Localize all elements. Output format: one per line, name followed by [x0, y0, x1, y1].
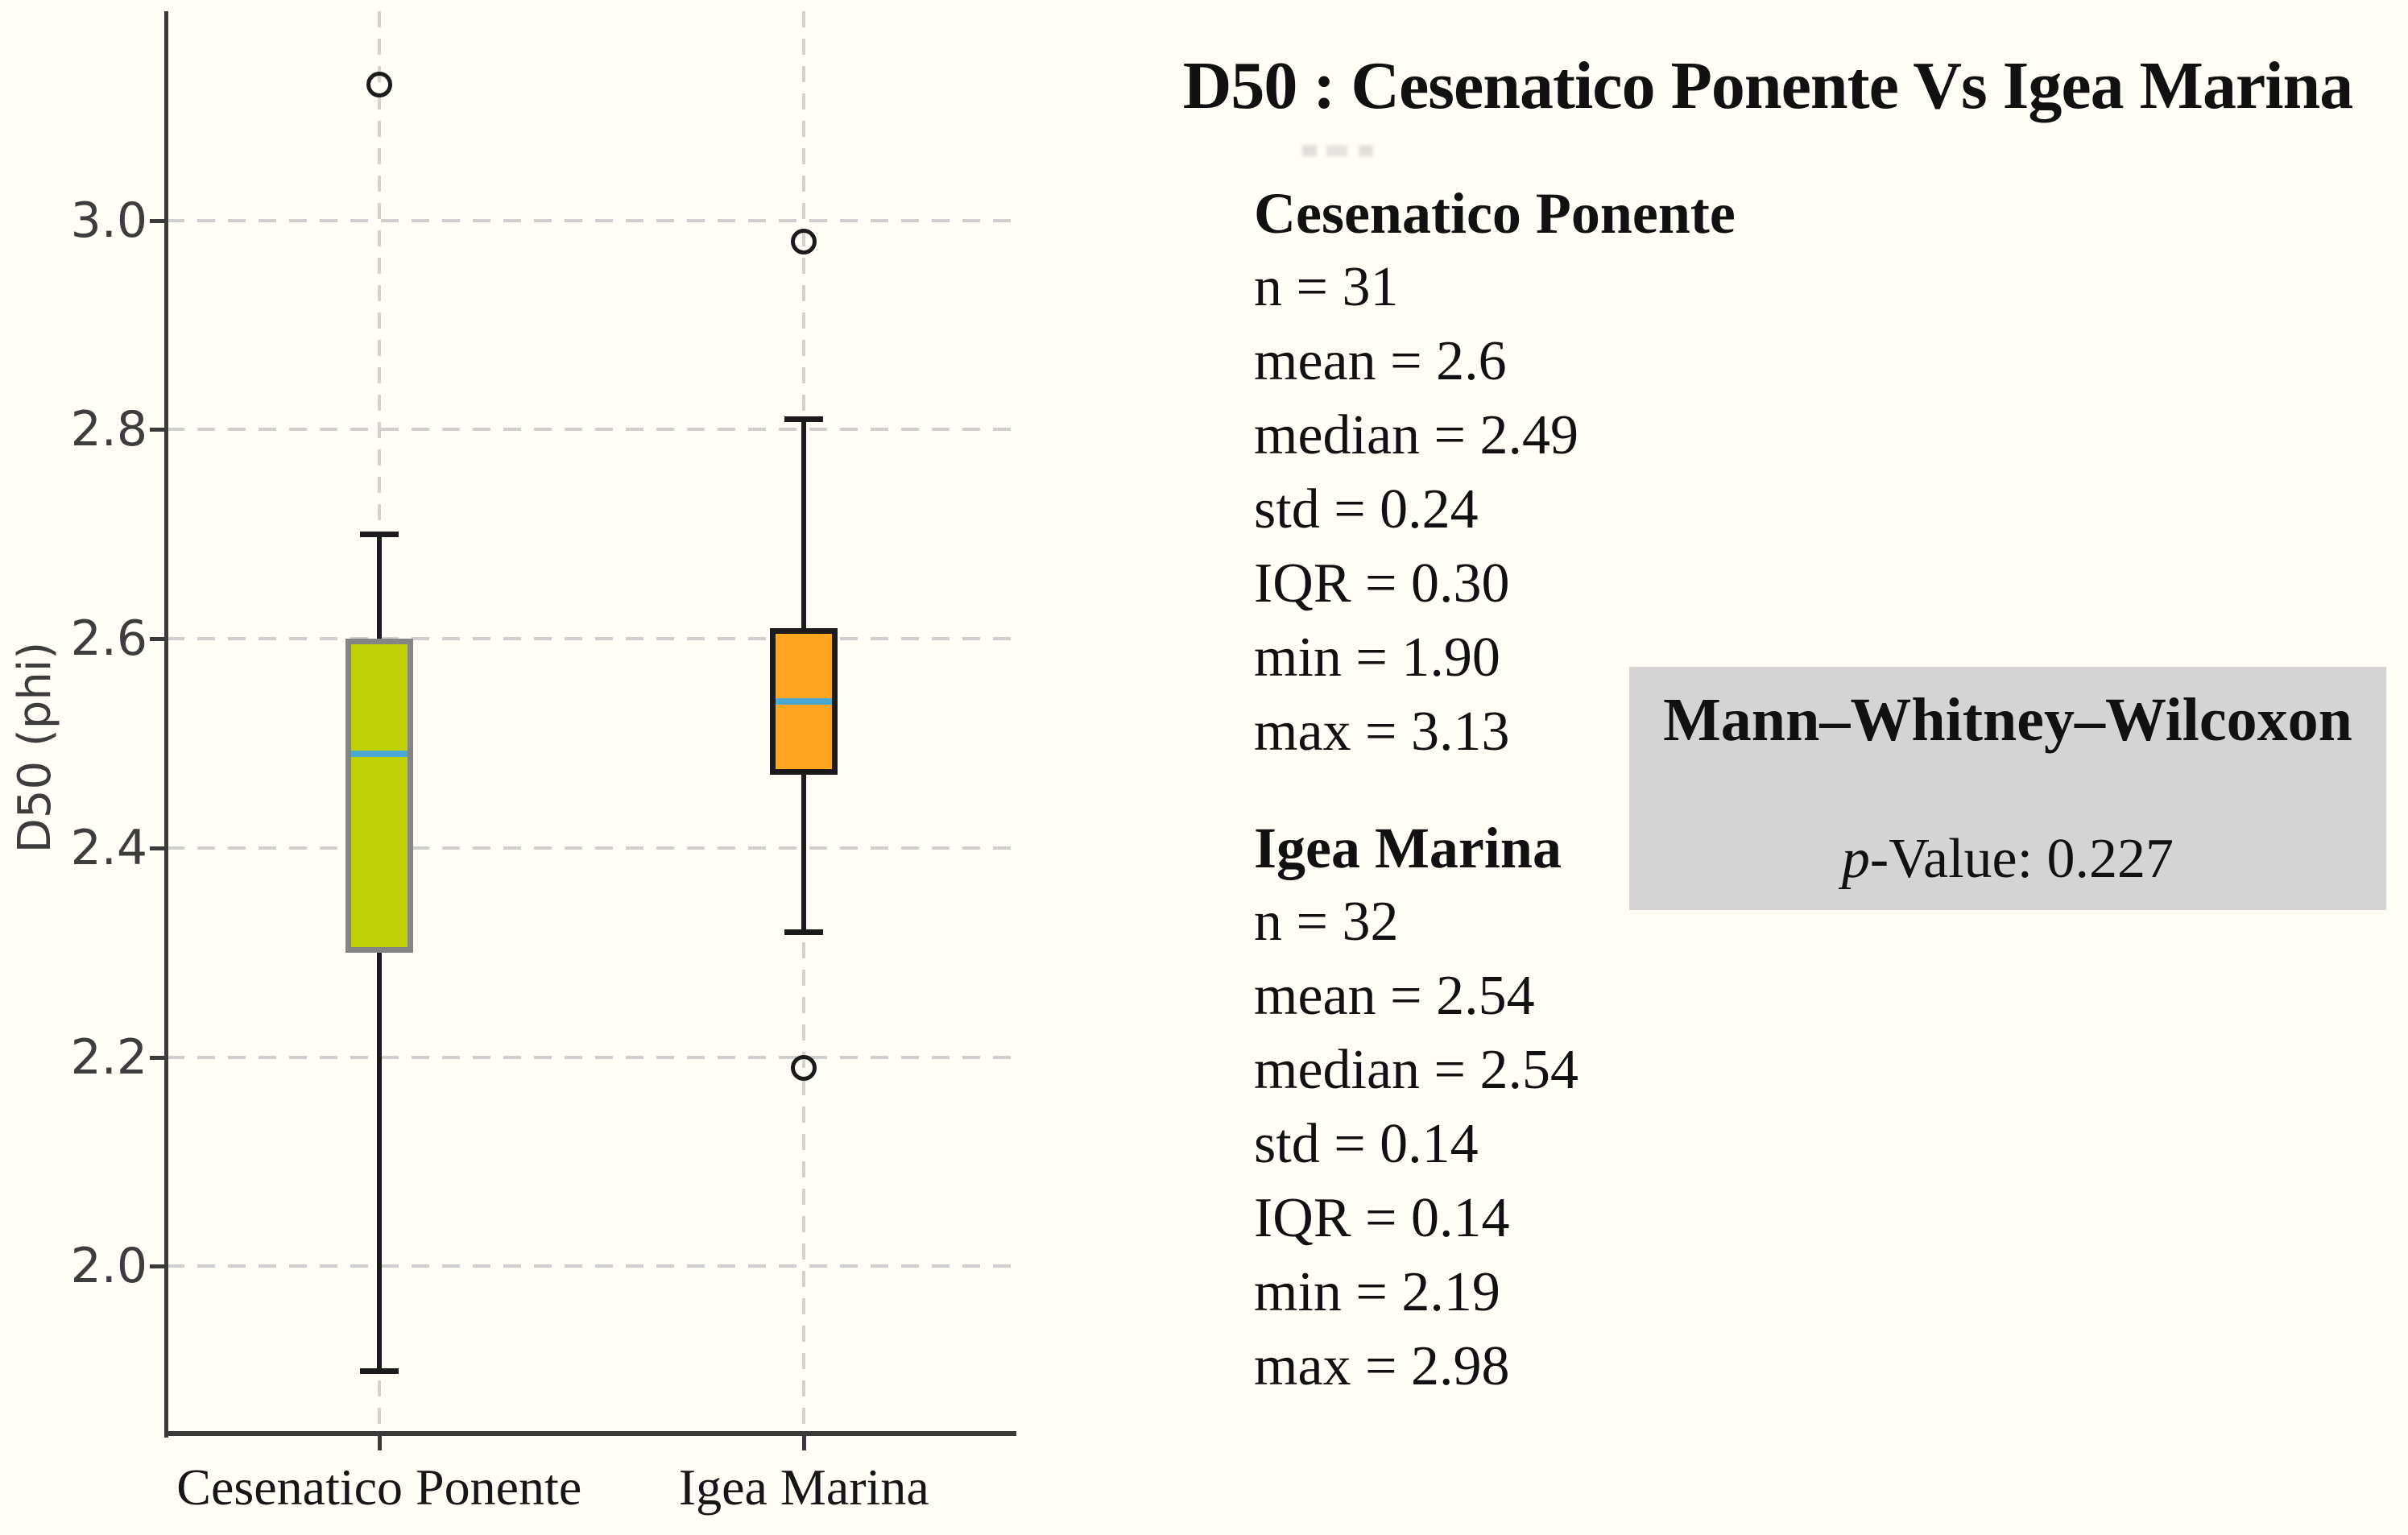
y-gridline [167, 428, 1016, 432]
y-gridline [167, 218, 1016, 222]
test-name: Mann–Whitney–Wilcoxon [1663, 686, 2352, 754]
median-line [776, 698, 833, 705]
y-axis-label: D50 (phi) [9, 641, 61, 854]
box-iqr [345, 639, 413, 953]
test-p-value: p-Value: 0.227 [1629, 828, 2386, 891]
upper-whisker-cap [784, 416, 824, 423]
y-gridline [167, 1055, 1016, 1059]
y-tick-label: 3.0 [70, 192, 147, 249]
median-line [350, 750, 408, 757]
y-tick-mark [150, 637, 167, 642]
stats-block-cesenatico-ponente: Cesenatico Ponente n = 31 mean = 2.6 med… [1254, 176, 1979, 769]
stat-line-median: median = 2.54 [1254, 1039, 1579, 1101]
outlier-marker [791, 1054, 817, 1081]
lower-whisker-line [801, 774, 807, 932]
y-tick-mark [150, 428, 167, 432]
upper-whisker-cap [359, 532, 399, 538]
upper-whisker-line [376, 534, 382, 639]
stat-line-min: min = 1.90 [1254, 627, 1500, 689]
y-gridline [167, 846, 1016, 850]
x-tick-label: Igea Marina [678, 1458, 929, 1516]
stat-line-n: n = 31 [1254, 256, 1399, 318]
y-tick-label: 2.4 [70, 819, 147, 876]
stat-line-mean: mean = 2.6 [1254, 330, 1507, 392]
lower-whisker-cap [359, 1368, 399, 1375]
lower-whisker-line [376, 952, 382, 1372]
test-result-box: Mann–Whitney–Wilcoxon p-Value: 0.227 [1629, 667, 2386, 910]
y-gridline [167, 637, 1016, 641]
lower-whisker-cap [784, 929, 824, 935]
stat-line-iqr: IQR = 0.14 [1254, 1187, 1510, 1249]
stat-line-mean: mean = 2.54 [1254, 965, 1535, 1027]
y-tick-mark [150, 1055, 167, 1060]
stat-line-max: max = 2.98 [1254, 1335, 1510, 1397]
x-tick-mark [377, 1436, 382, 1450]
y-tick-mark [150, 846, 167, 850]
stat-line-median: median = 2.49 [1254, 404, 1579, 466]
x-axis-spine [164, 1431, 1016, 1436]
stat-line-std: std = 0.24 [1254, 478, 1479, 540]
chart-title: D50 : Cesenatico Ponente Vs Igea Marina [1182, 48, 2354, 123]
stat-line-max: max = 3.13 [1254, 701, 1510, 763]
stat-line-std: std = 0.14 [1254, 1113, 1479, 1175]
stat-line-iqr: IQR = 0.30 [1254, 552, 1510, 614]
artifact-smudge [1302, 145, 1373, 156]
y-tick-label: 2.8 [70, 401, 147, 458]
outlier-marker [366, 71, 392, 97]
p-symbol: p [1841, 828, 1870, 890]
y-tick-label: 2.0 [70, 1238, 147, 1295]
y-tick-label: 2.2 [70, 1028, 147, 1086]
p-value-text: -Value: 0.227 [1869, 828, 2174, 890]
boxplot-chart: 2.0 2.2 2.4 2.6 2.8 3.0 Cesenatico Ponente Igea… [0, 0, 1087, 1535]
y-tick-label: 2.6 [70, 610, 147, 668]
x-tick-label: Cesenatico Ponente [176, 1458, 582, 1516]
stats-block-igea-marina: Igea Marina n = 32 mean = 2.54 median = … [1254, 811, 1979, 1404]
y-tick-mark [150, 1264, 167, 1269]
stat-line-n: n = 32 [1254, 891, 1399, 953]
y-axis-spine [164, 11, 168, 1438]
y-gridline [167, 1264, 1016, 1268]
outlier-marker [791, 228, 817, 254]
y-tick-mark [150, 218, 167, 223]
stats-heading-igea-marina: Igea Marina [1254, 816, 1562, 880]
x-tick-mark [802, 1436, 807, 1450]
stat-line-min: min = 2.19 [1254, 1261, 1500, 1323]
stats-heading-cesenatico-ponente: Cesenatico Ponente [1254, 181, 1736, 246]
upper-whisker-line [801, 419, 807, 629]
